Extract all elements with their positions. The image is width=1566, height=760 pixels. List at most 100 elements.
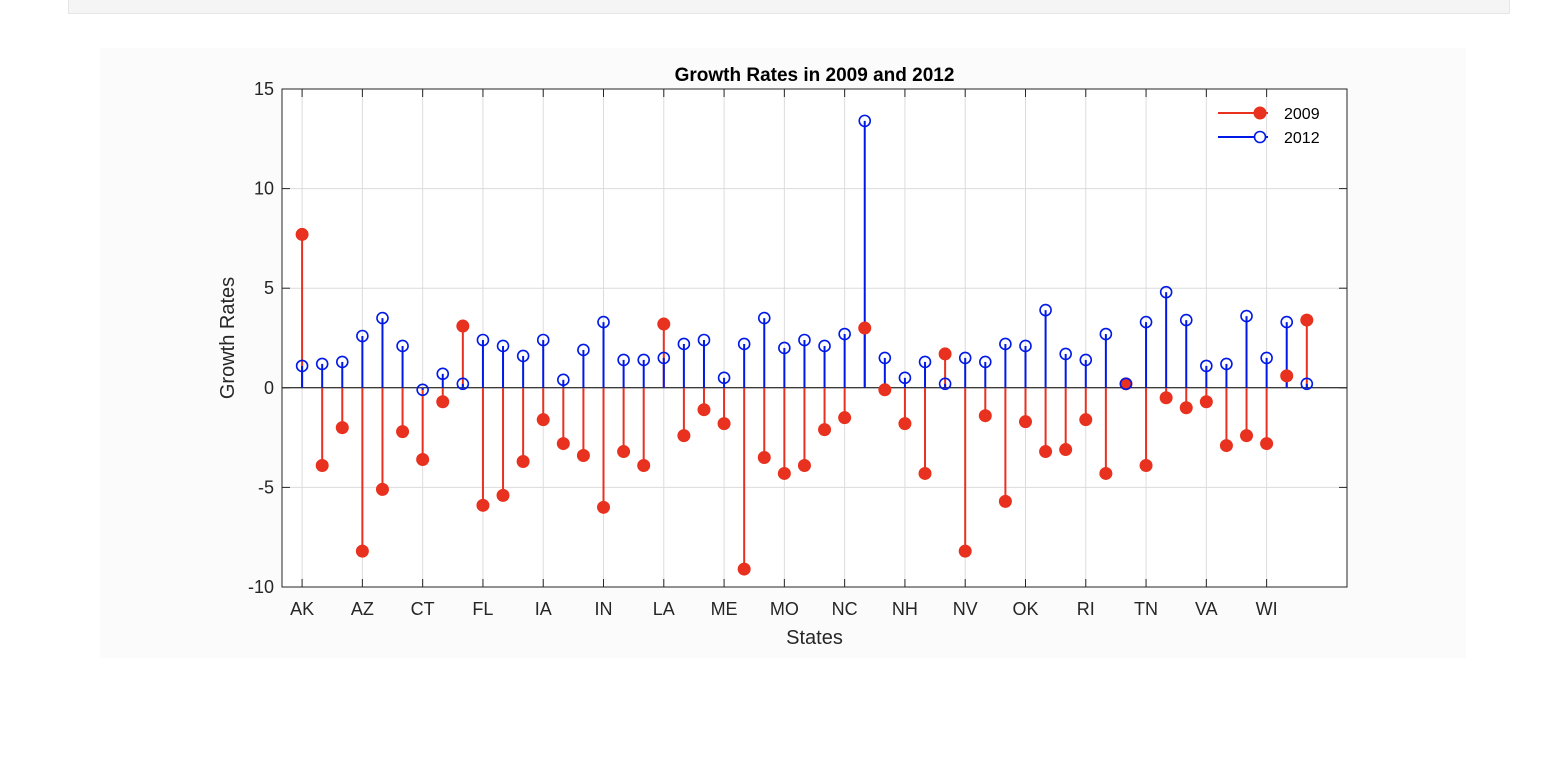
marker-2009 bbox=[1099, 466, 1113, 480]
chart-title: Growth Rates in 2009 and 2012 bbox=[675, 65, 955, 86]
marker-2009 bbox=[677, 429, 691, 443]
marker-2009 bbox=[657, 317, 671, 331]
marker-2012 bbox=[1139, 315, 1153, 329]
marker-2012 bbox=[376, 311, 389, 325]
marker-2012 bbox=[516, 349, 530, 363]
x-tick-label: AZ bbox=[351, 599, 374, 619]
marker-2009 bbox=[777, 466, 791, 480]
marker-2012 bbox=[938, 377, 952, 391]
y-tick-label: -5 bbox=[258, 477, 274, 497]
marker-2012 bbox=[577, 343, 590, 357]
marker-2012 bbox=[798, 333, 811, 347]
marker-2009 bbox=[1159, 391, 1173, 405]
marker-2012 bbox=[597, 315, 610, 329]
marker-2009 bbox=[1059, 443, 1073, 457]
marker-2009 bbox=[1300, 313, 1314, 327]
marker-2009 bbox=[1079, 413, 1093, 427]
marker-2012 bbox=[356, 329, 369, 343]
marker-2009 bbox=[1240, 429, 1254, 443]
y-tick-label: -10 bbox=[248, 577, 274, 597]
marker-2009 bbox=[998, 494, 1012, 508]
marker-2012 bbox=[818, 339, 831, 353]
x-tick-label: RI bbox=[1077, 599, 1095, 619]
marker-2012 bbox=[416, 383, 429, 397]
x-tick-label: NC bbox=[832, 599, 858, 619]
marker-2012 bbox=[999, 337, 1012, 351]
marker-2009 bbox=[416, 453, 430, 467]
x-tick-label: LA bbox=[653, 599, 675, 619]
marker-2012 bbox=[1240, 309, 1253, 323]
marker-2009 bbox=[838, 411, 852, 425]
marker-2009 bbox=[496, 488, 510, 502]
marker-2009 bbox=[958, 544, 972, 558]
legend-marker-2012 bbox=[1253, 130, 1267, 144]
x-tick-label: NV bbox=[953, 599, 978, 619]
marker-2009 bbox=[1139, 458, 1153, 472]
marker-2012 bbox=[1220, 357, 1233, 371]
markers-layer bbox=[295, 114, 1314, 576]
marker-2012 bbox=[617, 353, 630, 367]
marker-2009 bbox=[396, 425, 410, 439]
x-tick-label: IA bbox=[535, 599, 552, 619]
marker-2012 bbox=[737, 337, 751, 351]
x-tick-label: AK bbox=[290, 599, 314, 619]
marker-2012 bbox=[536, 333, 550, 347]
marker-2009 bbox=[536, 413, 550, 427]
marker-2009 bbox=[1260, 437, 1274, 451]
top-panel-strip bbox=[68, 0, 1510, 14]
x-tick-label: OK bbox=[1012, 599, 1038, 619]
marker-2009 bbox=[335, 421, 349, 435]
marker-2009 bbox=[918, 466, 932, 480]
x-tick-label: MO bbox=[770, 599, 799, 619]
y-tick-label: 15 bbox=[254, 79, 274, 99]
marker-2009 bbox=[1179, 401, 1193, 415]
marker-2009 bbox=[697, 403, 711, 417]
marker-2012 bbox=[295, 359, 309, 373]
marker-2012 bbox=[1079, 353, 1093, 367]
x-tick-label: ME bbox=[711, 599, 738, 619]
marker-2009 bbox=[757, 451, 771, 465]
marker-2009 bbox=[978, 409, 992, 423]
marker-2012 bbox=[476, 333, 490, 347]
marker-2009 bbox=[516, 455, 530, 469]
marker-2012 bbox=[838, 327, 851, 341]
y-axis: -10 -5 0 5 10 15 bbox=[248, 79, 1347, 597]
x-axis-label: States bbox=[786, 627, 843, 649]
marker-2009 bbox=[355, 544, 369, 558]
marker-2012 bbox=[335, 355, 349, 369]
marker-2012 bbox=[918, 355, 932, 369]
marker-2012 bbox=[436, 367, 450, 381]
marker-2009 bbox=[576, 449, 590, 463]
marker-2012 bbox=[1260, 351, 1273, 365]
marker-2012 bbox=[1200, 359, 1213, 373]
marker-2009 bbox=[1219, 439, 1233, 453]
marker-2009 bbox=[858, 321, 872, 335]
marker-2009 bbox=[797, 458, 811, 472]
x-axis: AK AZ CT FL IA IN LA ME MO NC NH NV OK RI TN VA WI bbox=[290, 89, 1278, 619]
marker-2012 bbox=[1059, 347, 1072, 361]
x-tick-label: VA bbox=[1195, 599, 1218, 619]
marker-2009 bbox=[737, 562, 751, 576]
marker-2012 bbox=[898, 371, 912, 385]
legend-label-2009: 2009 bbox=[1284, 106, 1320, 123]
marker-2009 bbox=[295, 227, 309, 241]
marker-2009 bbox=[1018, 415, 1032, 429]
y-axis-label: Growth Rates bbox=[217, 277, 239, 399]
marker-2009 bbox=[717, 417, 731, 431]
marker-2009 bbox=[456, 319, 470, 333]
marker-2012 bbox=[496, 339, 510, 353]
marker-2009 bbox=[1280, 369, 1294, 383]
marker-2012 bbox=[858, 114, 872, 128]
marker-2012 bbox=[315, 357, 329, 371]
marker-2009 bbox=[556, 437, 570, 451]
marker-2009 bbox=[315, 458, 329, 472]
marker-2012 bbox=[396, 339, 409, 353]
marker-2012 bbox=[677, 337, 691, 351]
marker-2012 bbox=[1119, 377, 1133, 391]
marker-2009 bbox=[938, 347, 952, 361]
marker-2009 bbox=[898, 417, 912, 431]
y-tick-label: 10 bbox=[254, 179, 274, 199]
marker-2012 bbox=[1179, 313, 1193, 327]
marker-2012 bbox=[1280, 315, 1294, 329]
